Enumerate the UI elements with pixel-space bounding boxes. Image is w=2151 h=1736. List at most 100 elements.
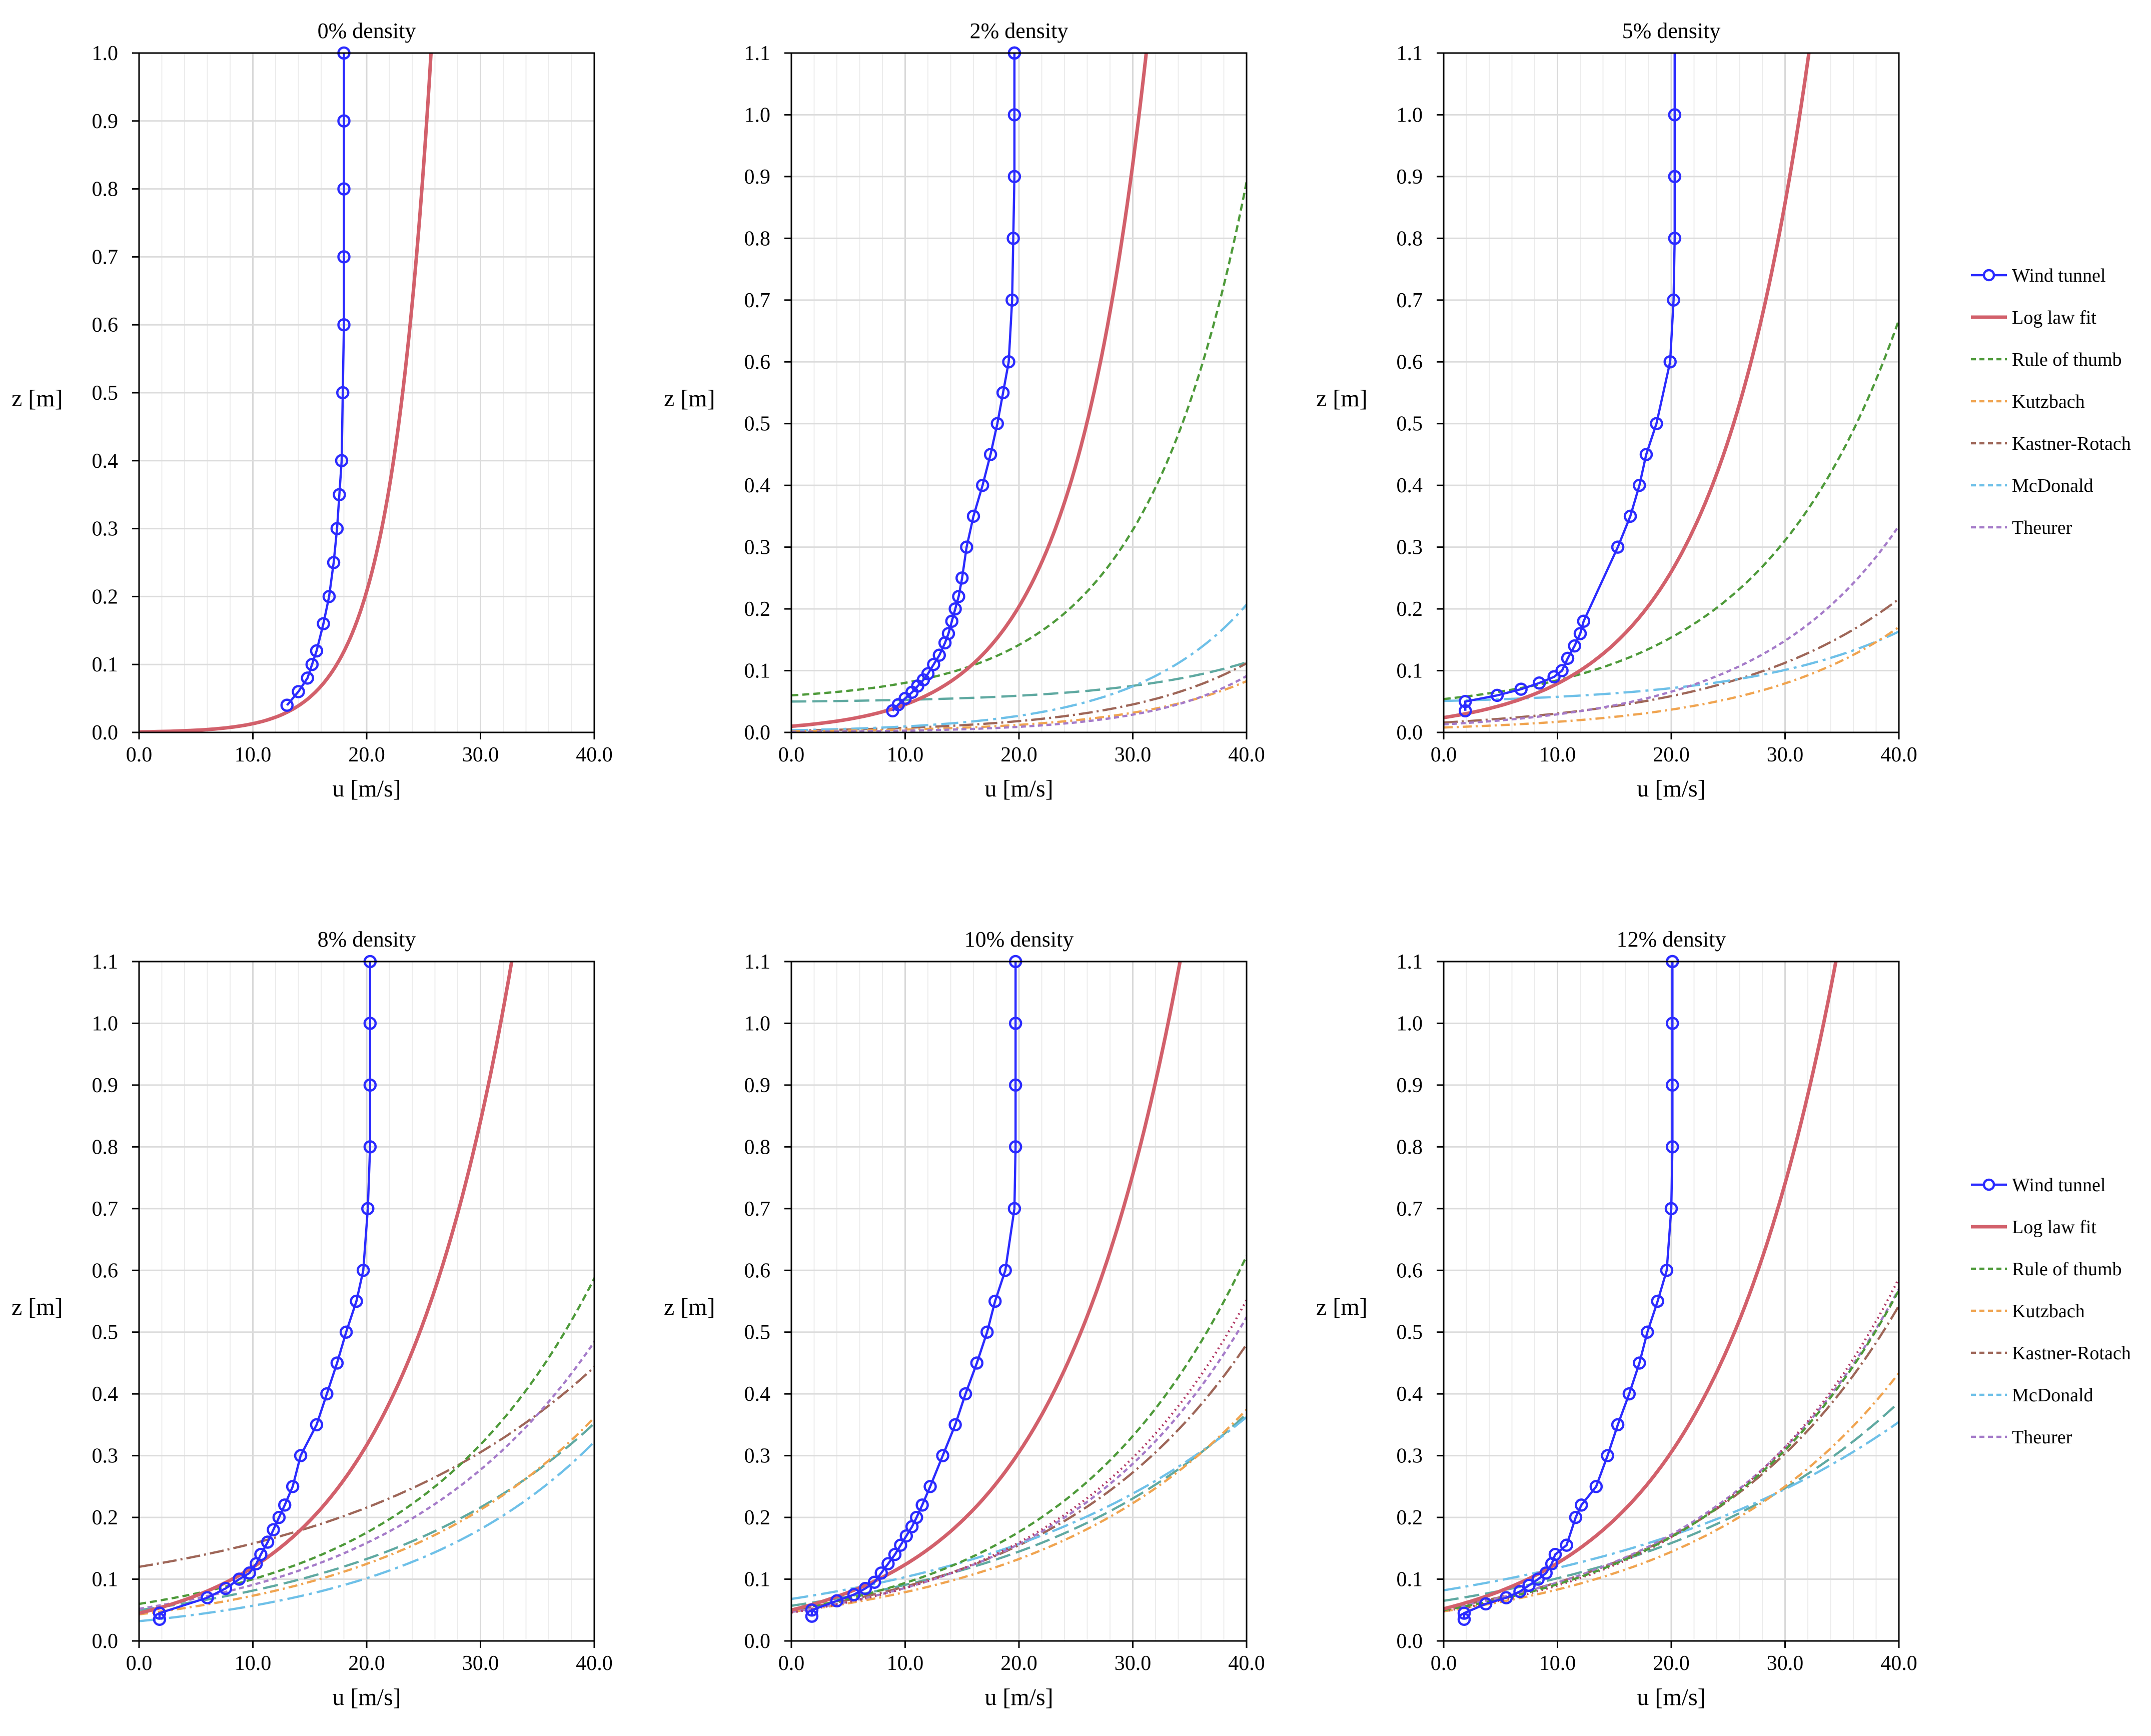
legend-label: Theurer	[2012, 1427, 2072, 1448]
legend-item-wind: Wind tunnel	[1971, 1175, 2105, 1196]
legend-marker	[1982, 1178, 1995, 1191]
x-tick-label: 10.0	[235, 1652, 272, 1675]
wind-tunnel-point	[932, 648, 946, 662]
x-axis-label: u [m/s]	[1637, 775, 1705, 802]
y-tick-label: 1.1	[1397, 42, 1423, 65]
wind-tunnel-point	[975, 478, 989, 492]
y-axis-label: z [m]	[12, 385, 63, 412]
wind-tunnel-point	[1008, 1017, 1022, 1030]
wind-tunnel-point	[254, 1547, 268, 1561]
wind-tunnel-point	[958, 1387, 972, 1401]
wind-tunnel-point	[320, 1387, 334, 1401]
x-axis-label: u [m/s]	[984, 775, 1053, 802]
wind-tunnel-point	[1589, 1480, 1603, 1493]
wind-tunnel-point	[301, 671, 314, 685]
legend-item-rot: Rule of thumb	[1971, 1259, 2122, 1280]
legend-item-mcd: McDonald	[1971, 1385, 2093, 1406]
y-tick-label: 1.1	[92, 951, 119, 974]
legend-1: Wind tunnel Log law fit Rule of thumb Kutzb…	[1971, 1175, 2131, 1448]
wind-tunnel-point	[363, 1017, 377, 1030]
wind-tunnel-point	[998, 1264, 1012, 1277]
y-tick-label: 0.8	[1397, 1136, 1423, 1159]
wind-tunnel-point	[333, 488, 346, 501]
y-tick-label: 0.8	[1397, 227, 1423, 250]
y-tick-label: 0.0	[92, 721, 119, 744]
series-line-theu	[791, 1315, 1247, 1613]
chart-panel-1: 0.0 10.0 20.0 30.0 40.0 0.0 0.1 0.2 0.3 0.4 0.5 0.6…	[664, 19, 1265, 802]
wind-tunnel-point	[310, 1418, 324, 1432]
wind-tunnel-point	[915, 1498, 929, 1512]
wind-tunnel-point	[337, 182, 351, 196]
x-tick-label: 30.0	[1767, 743, 1804, 766]
x-tick-label: 0.0	[778, 1652, 805, 1675]
legend-label: Theurer	[2012, 517, 2072, 538]
legend-label: Wind tunnel	[2012, 1175, 2105, 1196]
legend-item-theu: Theurer	[1971, 1427, 2072, 1448]
chart-panel-3: 0.0 10.0 20.0 30.0 40.0 0.0 0.1 0.2 0.3 0.4 0.5 0.6…	[12, 927, 613, 1710]
legend-label: Kutzbach	[2012, 391, 2085, 412]
series-line-log	[1444, 962, 1838, 1611]
chart-panel-4: 0.0 10.0 20.0 30.0 40.0 0.0 0.1 0.2 0.3 0.4 0.5 0.6…	[664, 927, 1265, 1710]
wind-tunnel-point	[1668, 170, 1682, 184]
wind-tunnel-point	[1008, 1140, 1022, 1154]
y-tick-label: 0.7	[92, 246, 119, 269]
wind-tunnel-point	[1479, 1597, 1493, 1611]
x-tick-label: 30.0	[462, 1652, 499, 1675]
y-tick-label: 0.9	[92, 110, 119, 133]
legend-label: Kutzbach	[2012, 1301, 2085, 1322]
wind-tunnel-point	[923, 1480, 937, 1493]
y-tick-label: 0.0	[92, 1630, 119, 1653]
x-tick-label: 20.0	[1653, 1652, 1690, 1675]
y-tick-label: 0.7	[744, 289, 771, 312]
wind-tunnel-point	[1577, 614, 1591, 628]
series-line-rot	[139, 1276, 594, 1605]
wind-tunnel-point	[1490, 688, 1504, 702]
x-tick-label: 10.0	[1539, 1652, 1576, 1675]
x-tick-label: 0.0	[1431, 1652, 1457, 1675]
y-axis-label: z [m]	[1316, 385, 1368, 412]
y-tick-label: 0.4	[92, 450, 119, 473]
wind-tunnel-point	[337, 114, 351, 128]
wind-tunnel-point	[361, 1202, 375, 1216]
wind-tunnel-point	[1007, 108, 1021, 122]
x-tick-label: 10.0	[235, 743, 272, 766]
wind-tunnel-point	[948, 602, 962, 616]
y-tick-label: 0.6	[1397, 1259, 1423, 1282]
y-tick-label: 0.0	[1397, 721, 1423, 744]
wind-tunnel-point	[339, 1325, 353, 1339]
y-tick-label: 0.9	[1397, 166, 1423, 189]
legend-label: McDonald	[2012, 475, 2093, 496]
wind-tunnel-point	[980, 1325, 994, 1339]
panel-title: 10% density	[964, 927, 1074, 952]
legend-label: Rule of thumb	[2012, 1259, 2122, 1280]
x-axis-label: u [m/s]	[984, 1684, 1053, 1710]
legend-item-kr: Kastner-Rotach	[1971, 433, 2131, 454]
y-tick-label: 0.1	[1397, 1568, 1423, 1591]
wind-tunnel-point	[941, 627, 955, 640]
wind-tunnel-point	[292, 685, 305, 698]
series-line-extra	[791, 1297, 1247, 1614]
x-tick-label: 30.0	[1115, 743, 1152, 766]
wind-tunnel-point	[1007, 1202, 1021, 1216]
wind-tunnel-point	[1532, 676, 1546, 690]
wind-tunnel-point	[1002, 355, 1015, 369]
legend-marker	[1982, 269, 1995, 282]
series-line-log	[139, 53, 433, 732]
chart-panel-5: 0.0 10.0 20.0 30.0 40.0 0.0 0.1 0.2 0.3 0.4 0.5 0.6…	[1316, 927, 1917, 1710]
wind-tunnel-point	[1663, 355, 1677, 369]
wind-tunnel-point	[232, 1572, 246, 1586]
series-line-log	[139, 962, 514, 1615]
wind-tunnel-point	[1539, 1566, 1553, 1580]
x-tick-label: 20.0	[1653, 743, 1690, 766]
series-line-kutz	[139, 1416, 594, 1616]
y-tick-label: 0.9	[744, 1074, 771, 1097]
wind-tunnel-point	[1633, 478, 1646, 492]
series-group	[1444, 962, 1899, 1619]
wind-tunnel-point	[847, 1588, 861, 1601]
y-tick-label: 0.5	[1397, 413, 1423, 436]
legend-item-wind: Wind tunnel	[1971, 265, 2105, 286]
y-tick-label: 1.1	[744, 42, 771, 65]
y-tick-label: 0.3	[92, 518, 119, 541]
legend-label: Wind tunnel	[2012, 265, 2105, 286]
wind-tunnel-point	[874, 1566, 888, 1580]
